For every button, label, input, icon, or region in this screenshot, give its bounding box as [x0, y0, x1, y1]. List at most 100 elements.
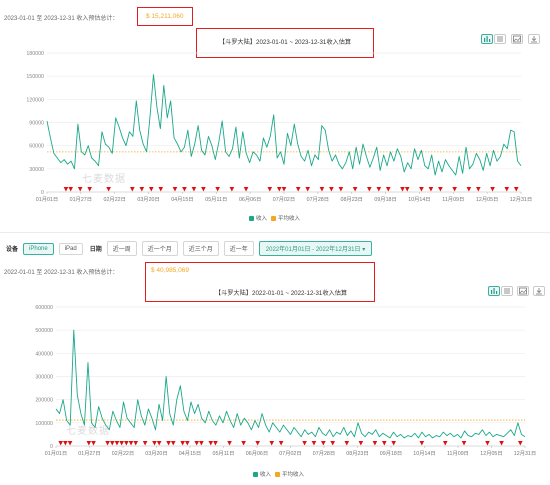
- legend-income-item[interactable]: 收入: [249, 214, 267, 222]
- date-range-picker[interactable]: 2022年01月01日 - 2022年12月31日 ▾: [258, 241, 373, 256]
- highlight-box-bottom: [145, 262, 375, 302]
- bottom-event-marker: [124, 441, 129, 446]
- bottom-y-tick-label: 400000: [35, 351, 53, 357]
- legend-average-item[interactable]: 平均收入: [271, 214, 300, 222]
- bottom-event-marker: [518, 441, 523, 446]
- top-event-marker: [68, 187, 73, 192]
- bottom-event-marker: [185, 441, 190, 446]
- top-event-marker: [404, 187, 410, 192]
- top-event-marker: [419, 187, 424, 192]
- top-legend: 收入 平均收入: [249, 214, 300, 222]
- bottom-x-tick-label: 11月09日: [447, 450, 469, 457]
- bottom-event-marker: [128, 441, 134, 446]
- top-event-marker: [513, 187, 519, 192]
- top-event-marker: [295, 187, 301, 192]
- bottom-event-marker: [344, 441, 350, 446]
- bottom-event-marker: [91, 441, 96, 446]
- bottom-event-marker: [166, 441, 171, 446]
- date-label: 日期: [89, 247, 102, 253]
- top-event-marker: [130, 187, 135, 192]
- bottom-x-tick-label: 06月06日: [246, 450, 268, 457]
- bottom-event-marker: [241, 441, 246, 446]
- top-event-marker: [376, 187, 382, 192]
- download-icon[interactable]: [533, 286, 545, 296]
- top-x-tick-label: 10月14日: [408, 196, 430, 203]
- legend-average-label: 平均收入: [278, 216, 301, 222]
- top-x-tick-label: 01月01日: [36, 196, 58, 203]
- highlight-box-title-top: [196, 28, 374, 58]
- bottom-event-marker: [372, 441, 378, 446]
- top-range-text: 2023-01-01 至 2023-12-31 收入预估总计：: [4, 16, 119, 22]
- download-icon[interactable]: [528, 34, 540, 44]
- range-week-chip[interactable]: 近一周: [106, 241, 137, 256]
- bottom-event-marker: [255, 441, 260, 446]
- filter-bar: 设备 iPhone iPad 日期 近一周 近一个月 近三个月 近一年 2022…: [6, 241, 373, 256]
- top-event-marker: [87, 187, 92, 192]
- top-event-marker: [476, 187, 481, 192]
- top-x-tick-label: 07月28日: [307, 196, 329, 203]
- bottom-event-marker: [278, 441, 284, 446]
- range-quarter-chip[interactable]: 近三个月: [182, 241, 219, 256]
- bottom-event-marker: [105, 441, 110, 446]
- device-label: 设备: [6, 247, 19, 253]
- bar-chart-icon[interactable]: [488, 286, 500, 296]
- bottom-event-marker: [63, 441, 68, 446]
- range-month-chip[interactable]: 近一个月: [141, 241, 178, 256]
- top-event-marker: [139, 187, 145, 192]
- bottom-watermark: 七麦数据: [66, 426, 110, 437]
- bottom-event-marker: [213, 441, 218, 446]
- bottom-x-tick-label: 12月05日: [480, 450, 502, 457]
- bottom-x-tick-label: 02月22日: [112, 450, 134, 457]
- bottom-event-marker: [358, 441, 364, 446]
- bottom-event-marker: [156, 441, 162, 446]
- range-year-chip[interactable]: 近一年: [223, 241, 254, 256]
- bottom-x-tick-label: 05月11日: [213, 450, 235, 457]
- top-event-marker: [281, 187, 287, 192]
- top-event-marker: [466, 187, 472, 192]
- bottom-x-tick-label: 08月23日: [346, 450, 368, 457]
- legend-income-item[interactable]: 收入: [253, 470, 271, 478]
- image-icon[interactable]: [517, 286, 529, 296]
- top-chart-title: 【斗罗大陆】2023-01-01 ~ 2023-12-31收入估算: [218, 39, 352, 46]
- bottom-y-tick-label: 600000: [35, 305, 53, 311]
- bottom-event-marker: [194, 441, 199, 446]
- device-iphone-chip[interactable]: iPhone: [23, 242, 54, 255]
- bottom-event-marker: [58, 441, 63, 446]
- top-event-marker: [215, 187, 220, 192]
- bottom-event-marker: [114, 441, 120, 446]
- bottom-event-marker: [199, 441, 204, 446]
- device-ipad-chip[interactable]: iPad: [58, 242, 83, 255]
- bottom-y-tick-label: 500000: [35, 328, 53, 334]
- top-event-marker: [428, 187, 434, 192]
- top-event-marker: [267, 187, 273, 192]
- bottom-event-marker: [311, 441, 317, 446]
- top-event-marker: [182, 187, 187, 192]
- list-icon[interactable]: [494, 34, 506, 44]
- bottom-event-marker: [382, 441, 387, 446]
- top-event-marker: [400, 187, 405, 192]
- list-icon[interactable]: [501, 286, 513, 296]
- top-event-marker: [63, 187, 69, 192]
- bottom-event-marker: [119, 441, 124, 446]
- top-event-marker: [276, 187, 282, 192]
- top-event-marker: [172, 187, 178, 192]
- legend-income-swatch: [249, 216, 254, 222]
- top-x-tick-label: 01月27日: [70, 196, 92, 203]
- top-x-tick-label: 11月09日: [442, 196, 464, 203]
- legend-average-swatch: [275, 472, 281, 478]
- image-icon[interactable]: [511, 34, 523, 44]
- legend-income-label: 收入: [256, 216, 268, 222]
- bottom-event-marker: [86, 441, 92, 446]
- top-y-tick-label: 30000: [29, 167, 44, 173]
- top-x-tick-label: 12月31日: [510, 196, 532, 203]
- bottom-event-marker: [133, 441, 139, 446]
- top-event-marker: [305, 187, 310, 192]
- top-event-marker: [338, 187, 344, 192]
- top-y-tick-label: 150000: [26, 74, 44, 80]
- bottom-event-marker: [152, 441, 157, 446]
- bar-chart-icon[interactable]: [481, 34, 493, 44]
- legend-average-item[interactable]: 平均收入: [275, 470, 304, 478]
- bottom-x-tick-label: 07月28日: [313, 450, 335, 457]
- top-event-marker: [452, 187, 457, 192]
